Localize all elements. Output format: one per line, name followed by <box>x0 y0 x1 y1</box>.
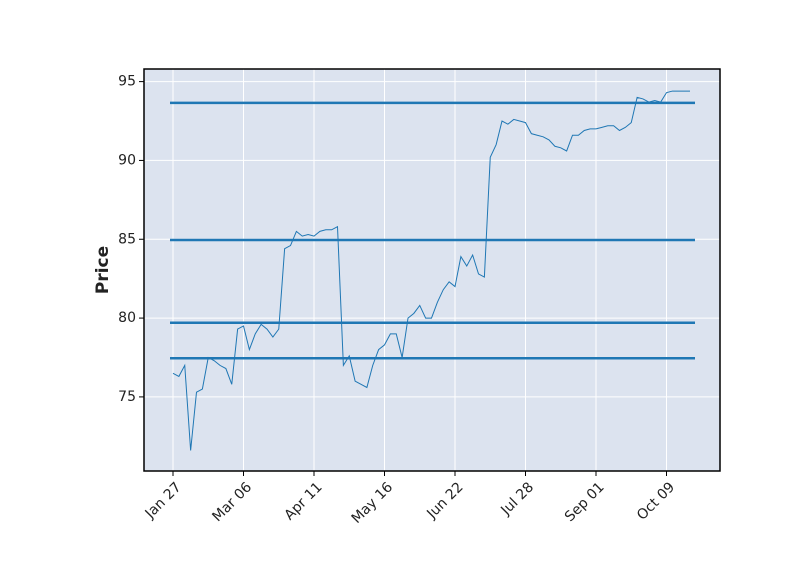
x-tick-label: Apr 11 <box>281 479 325 523</box>
y-tick-label: 75 <box>118 389 136 405</box>
x-tick-label: Mar 06 <box>209 479 255 525</box>
y-tick-label: 80 <box>118 310 136 326</box>
y-tick-label: 95 <box>118 74 136 90</box>
price-line <box>172 90 690 451</box>
y-axis-label: Price <box>93 246 113 294</box>
x-tick-label: Jan 27 <box>142 479 185 522</box>
y-tick-label: 90 <box>118 152 136 168</box>
x-tick-label: Jun 22 <box>423 479 466 522</box>
x-tick-label: Sep 01 <box>562 479 608 525</box>
plot-frame <box>143 68 721 472</box>
x-tick-label: May 16 <box>349 479 397 527</box>
y-tick-label: 85 <box>118 231 136 247</box>
plot-background <box>144 69 720 471</box>
x-tick-label: Oct 09 <box>634 479 678 523</box>
x-tick-label: Jul 28 <box>497 479 537 519</box>
